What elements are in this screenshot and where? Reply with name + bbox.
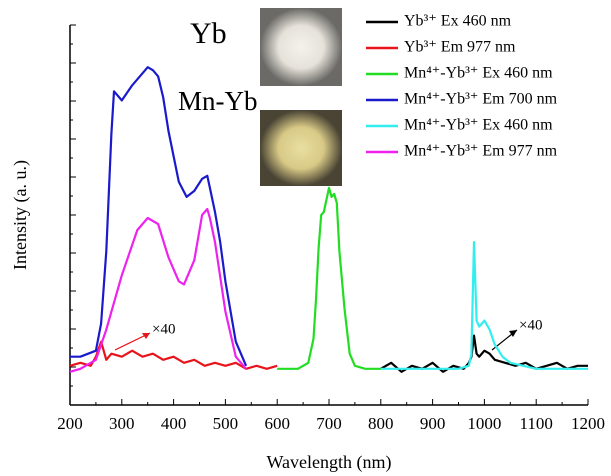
annotation: Yb xyxy=(190,17,227,50)
photo-yb xyxy=(260,8,342,86)
x-tick-label: 1100 xyxy=(520,414,553,433)
legend-label: Mn⁴⁺-Yb³⁺ Ex 460 nm xyxy=(404,117,553,134)
annotation: ×40 xyxy=(152,321,175,337)
legend-label: Mn⁴⁺-Yb³⁺ Em 700 nm xyxy=(404,91,558,108)
legend-label: Mn⁴⁺-Yb³⁺ Ex 460 nm xyxy=(404,65,553,82)
series-line xyxy=(277,188,381,369)
y-axis-label: Intensity (a. u.) xyxy=(10,160,31,270)
x-tick-label: 1200 xyxy=(571,414,605,433)
x-tick-label: 800 xyxy=(368,414,394,433)
x-tick-label: 600 xyxy=(264,414,290,433)
x-tick-label: 700 xyxy=(316,414,342,433)
x-tick-label: 300 xyxy=(109,414,135,433)
legend-label: Yb³⁺ Ex 460 nm xyxy=(404,13,512,30)
chart: Yb Mn-Yb ×40 ×40 Wavelength (nm) Intensi… xyxy=(0,0,611,476)
photo-mn-yb xyxy=(260,110,342,186)
legend-label: Yb³⁺ Em 977 nm xyxy=(404,39,516,56)
x-tick-label: 200 xyxy=(57,414,83,433)
series-line xyxy=(381,336,588,372)
x-tick-label: 1000 xyxy=(467,414,501,433)
x-axis-label: Wavelength (nm) xyxy=(266,452,391,473)
annotation: Mn-Yb xyxy=(178,86,258,116)
legend-label: Mn⁴⁺-Yb³⁺ Em 977 nm xyxy=(404,143,558,160)
x-tick-label: 500 xyxy=(213,414,239,433)
annotation: ×40 xyxy=(519,317,542,333)
x-tick-label: 900 xyxy=(420,414,446,433)
x-tick-label: 400 xyxy=(161,414,187,433)
